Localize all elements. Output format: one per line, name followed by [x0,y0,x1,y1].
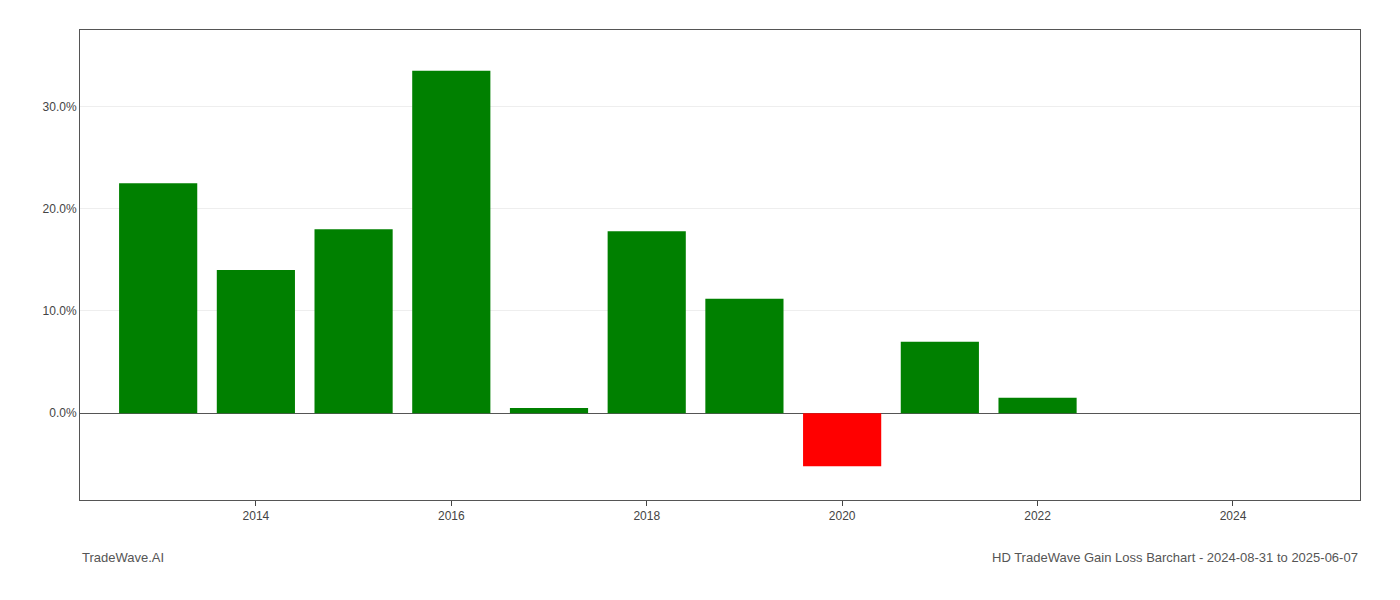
svg-text:HD TradeWave Gain Loss Barchar: HD TradeWave Gain Loss Barchart - 2024-0… [992,550,1358,565]
svg-text:30.0%: 30.0% [43,100,77,114]
svg-text:2024: 2024 [1220,509,1247,523]
svg-text:2020: 2020 [829,509,856,523]
svg-text:10.0%: 10.0% [43,304,77,318]
svg-text:0.0%: 0.0% [49,406,77,420]
svg-text:TradeWave.AI: TradeWave.AI [82,550,164,565]
svg-text:2016: 2016 [438,509,465,523]
svg-text:2022: 2022 [1024,509,1051,523]
svg-text:2014: 2014 [243,509,270,523]
svg-text:2018: 2018 [633,509,660,523]
svg-text:20.0%: 20.0% [43,202,77,216]
